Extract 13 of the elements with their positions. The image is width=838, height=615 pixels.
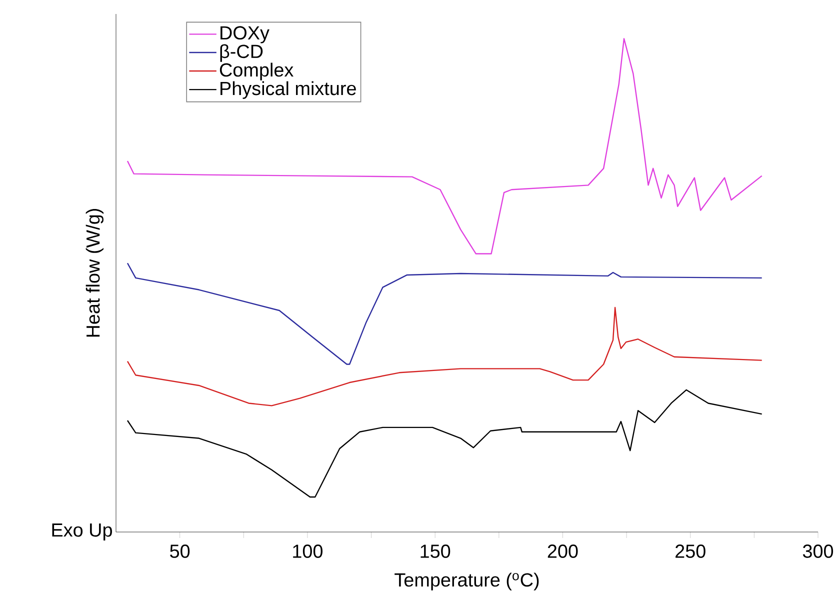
x-tick-label: 150 (420, 544, 450, 558)
x-tick-label: 100 (293, 544, 322, 558)
x-tick-label: 300 (802, 544, 834, 558)
legend-label: DOXy (220, 26, 270, 44)
x-tick-label: 50 (170, 544, 190, 558)
x-tick-label: 200 (548, 544, 578, 558)
y-axis-title: Heat flow (W/g) (86, 208, 104, 337)
legend-label: Complex (220, 62, 294, 80)
legend-label: Physical mixture (220, 81, 356, 99)
x-axis-title: Temperature ($^{o}$C) (394, 572, 539, 590)
text: Exo Up (52, 524, 112, 540)
legend-label: β-CD (220, 44, 263, 62)
x-tick-label: 250 (676, 544, 706, 558)
